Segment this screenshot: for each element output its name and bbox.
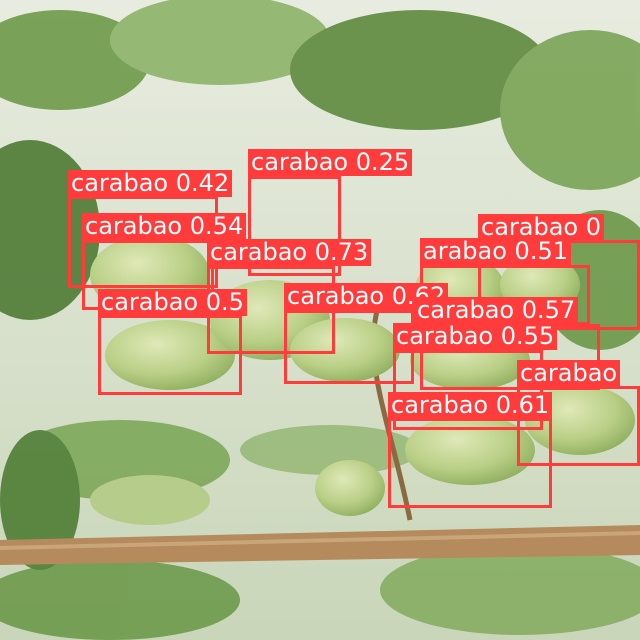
detection-label: carabao 0.55 xyxy=(393,323,557,350)
detection-label: carabao 0.57 xyxy=(414,297,578,324)
detection-label: arabao 0.51 xyxy=(420,238,571,265)
detection-label: carabao 0.42 xyxy=(68,170,232,197)
detection-label: carabao 0.73 xyxy=(207,239,371,266)
detection-label: carabao 0.61 xyxy=(388,392,552,419)
detection-box xyxy=(98,315,242,395)
detection-box xyxy=(388,418,552,508)
detection-label: carabao 0.5 xyxy=(98,289,247,316)
detection-label: carabao 0.25 xyxy=(248,149,412,176)
detection-label: carabao xyxy=(517,360,620,387)
detection-label: carabao 0.54 xyxy=(82,213,246,240)
